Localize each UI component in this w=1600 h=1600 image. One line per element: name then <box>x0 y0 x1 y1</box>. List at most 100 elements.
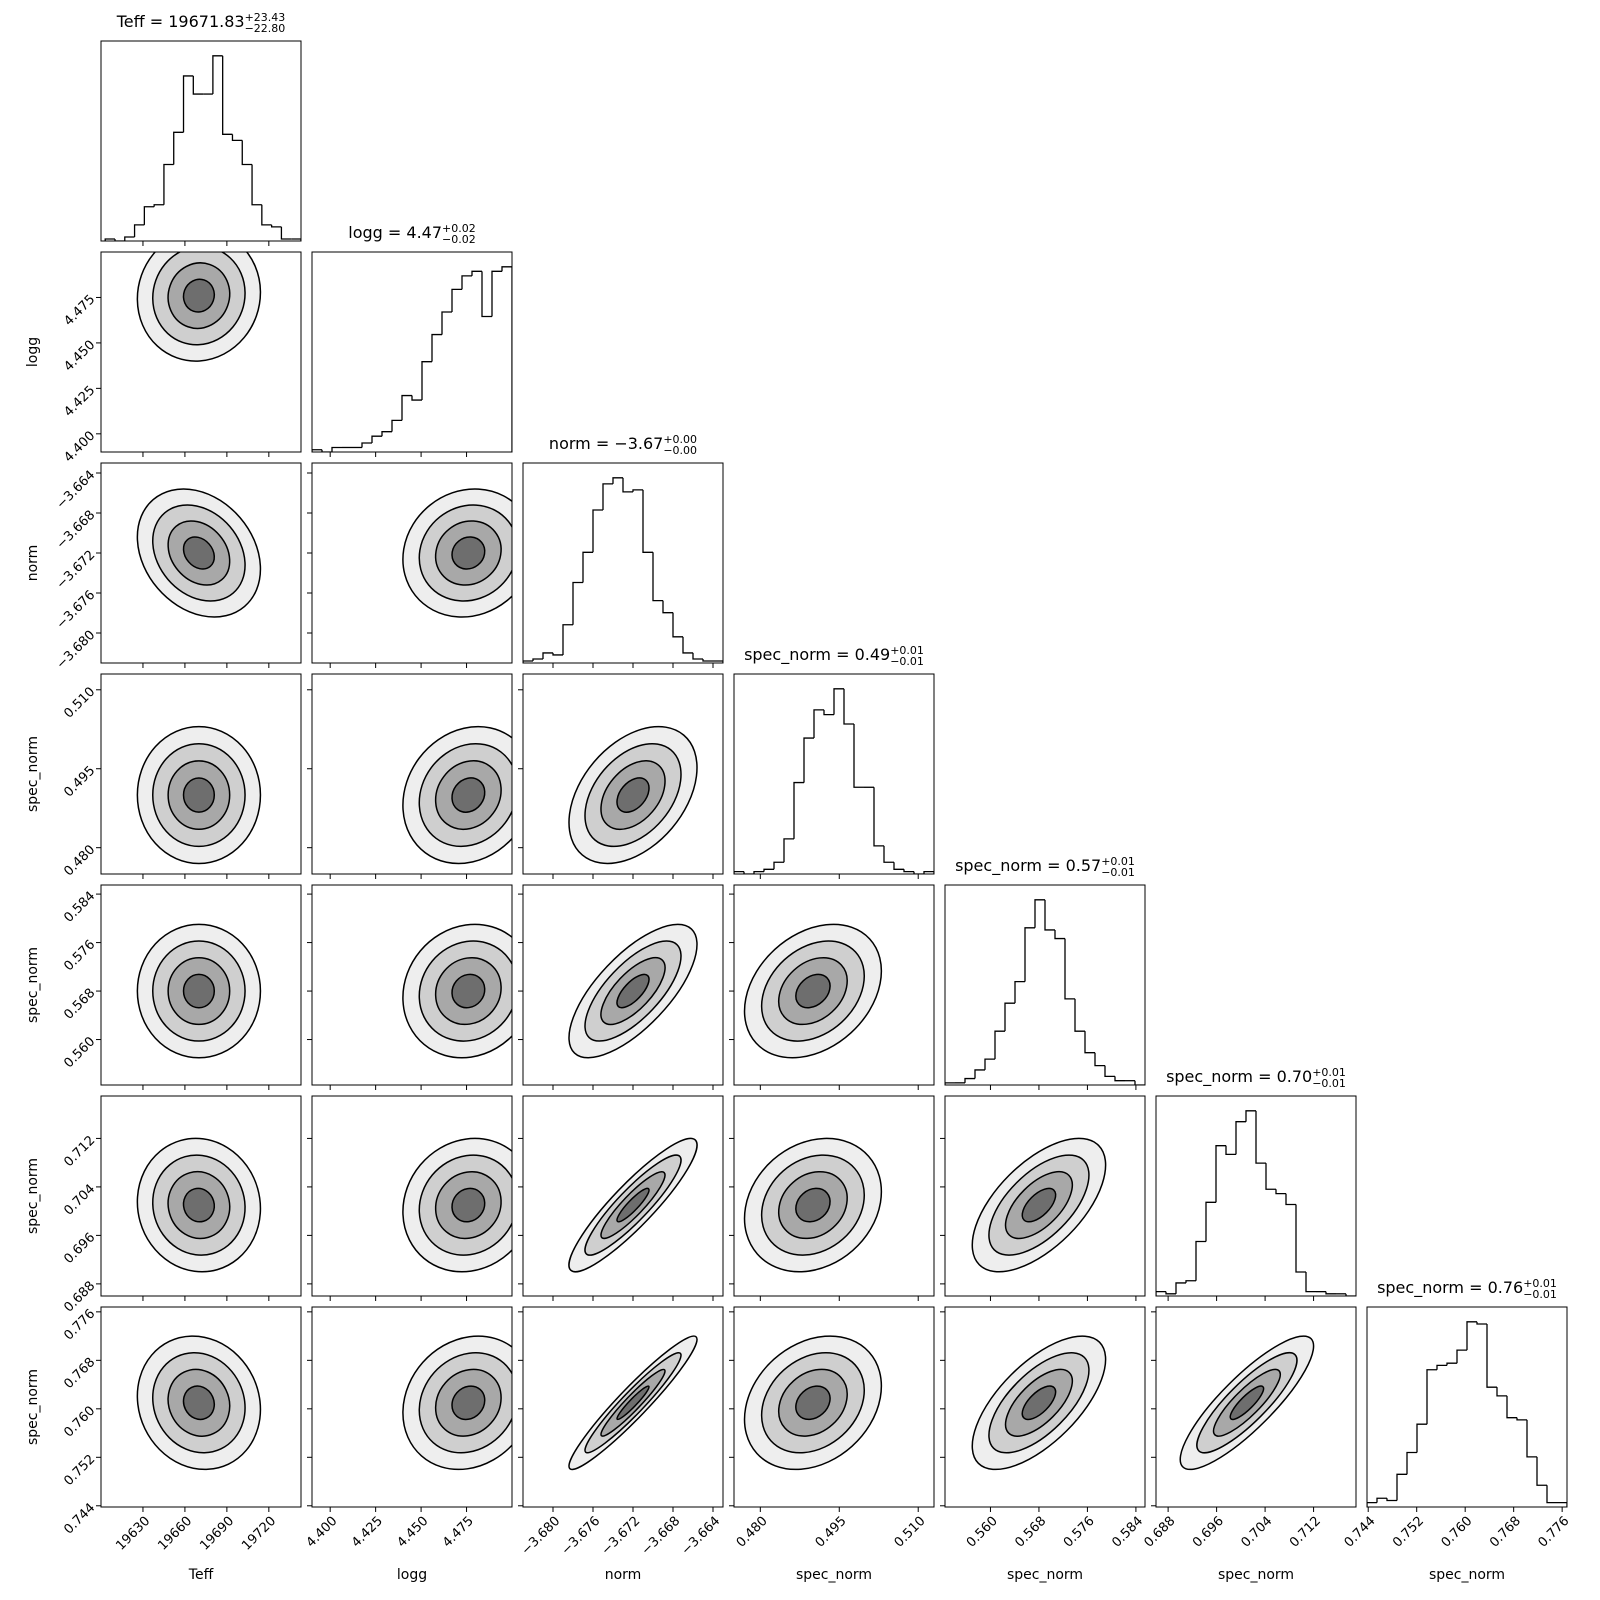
histogram-step <box>1376 1497 1387 1503</box>
title-upper: +0.01 <box>1101 855 1135 868</box>
panel-frame <box>100 1095 302 1297</box>
title-lower: −0.01 <box>1101 866 1135 879</box>
title-lower: −0.01 <box>1312 1077 1346 1090</box>
title-main: norm = −3.67 <box>549 434 663 453</box>
histogram-step <box>461 275 472 290</box>
y-tick-label: −3.664 <box>54 468 99 513</box>
x-tick-label: 0.576 <box>1061 1514 1098 1551</box>
density-contour <box>616 777 650 813</box>
x-tick-label: 19690 <box>197 1514 237 1554</box>
panel-frame <box>311 1095 513 1297</box>
histogram-step <box>523 660 533 663</box>
histogram-step <box>913 871 924 874</box>
histogram-step <box>803 737 814 783</box>
histogram-step <box>1255 1110 1266 1164</box>
title-lower: −22.80 <box>245 22 286 35</box>
density-contour <box>1021 1187 1057 1223</box>
density-contour <box>451 536 486 570</box>
y-tick-label: 4.400 <box>61 429 98 466</box>
y-tick-label: 0.584 <box>61 889 98 926</box>
histogram-step <box>582 551 593 583</box>
contour-panel <box>136 725 262 865</box>
panel-frame <box>733 1095 935 1297</box>
density-contour <box>1229 1385 1265 1421</box>
x-tick-label: 0.495 <box>813 1514 850 1551</box>
histogram-step <box>592 509 603 553</box>
panel-frame <box>100 1306 302 1508</box>
histogram-step <box>1486 1323 1497 1388</box>
histogram-step <box>1094 1052 1105 1067</box>
histogram-step <box>1496 1387 1507 1397</box>
panel-frame <box>311 884 513 1086</box>
x-tick-label: 0.776 <box>1536 1514 1573 1551</box>
y-tick-label: 0.712 <box>61 1133 98 1170</box>
density-contour <box>616 1187 650 1223</box>
contour-panel <box>743 1335 883 1471</box>
contour-panel <box>743 1137 883 1273</box>
y-tick-label: 0.696 <box>61 1230 98 1267</box>
histogram-step <box>1084 1031 1095 1054</box>
contour-panel <box>136 1137 262 1273</box>
x-axis-label: logg <box>397 1567 427 1583</box>
density-contour <box>795 1385 831 1421</box>
histogram-step <box>652 552 663 602</box>
y-tick-label: 0.688 <box>61 1279 98 1316</box>
y-tick-label: 4.450 <box>61 338 98 375</box>
density-contour <box>451 777 486 813</box>
histogram-step <box>222 55 233 135</box>
x-tick-label: 0.584 <box>1109 1514 1146 1551</box>
y-tick-label: 0.568 <box>61 986 98 1023</box>
title-main: spec_norm = 0.70 <box>1166 1067 1312 1087</box>
panel-frame <box>100 673 302 875</box>
x-tick-label: 0.752 <box>1390 1514 1427 1551</box>
density-contour <box>795 973 831 1009</box>
x-tick-label: 4.475 <box>440 1514 477 1551</box>
x-tick-label: 0.768 <box>1487 1514 1524 1551</box>
y-tick-label: 0.752 <box>61 1452 98 1489</box>
y-tick-label: −3.668 <box>54 508 99 553</box>
contour-panel <box>402 923 512 1059</box>
histogram-step <box>612 477 623 484</box>
x-axis-label: spec_norm <box>796 1567 872 1583</box>
histogram-step <box>1345 1293 1356 1296</box>
histogram-step <box>1205 1201 1216 1242</box>
panel-frame <box>100 40 302 242</box>
panel-frame <box>1366 1306 1568 1508</box>
panel-frame <box>944 1095 1146 1297</box>
histogram-step <box>974 1069 985 1079</box>
contour-panel <box>402 1137 512 1273</box>
panel-frame <box>522 1306 724 1508</box>
histogram-step <box>893 862 904 870</box>
histogram-panel <box>312 266 512 452</box>
histogram-step <box>501 266 512 452</box>
density-contour <box>616 1385 650 1421</box>
histogram-step <box>143 206 155 225</box>
histogram-step <box>1275 1189 1286 1195</box>
panel-title: spec_norm = 0.70+0.01 −0.01 <box>1166 1066 1346 1090</box>
contour-panel <box>568 923 698 1059</box>
density-contour <box>182 1385 216 1421</box>
histogram-step <box>1215 1145 1226 1203</box>
x-axis-label: spec_norm <box>1007 1567 1083 1583</box>
histogram-step <box>1024 927 1035 982</box>
histogram-step <box>312 449 322 452</box>
histogram-step <box>923 871 934 874</box>
histogram-step <box>1245 1110 1256 1122</box>
y-tick-label: −3.672 <box>54 548 99 593</box>
histogram-step <box>622 477 633 493</box>
x-tick-label: −3.664 <box>679 1514 724 1559</box>
histogram-step <box>793 781 804 839</box>
histogram-step <box>192 75 204 95</box>
histogram-step <box>532 658 543 661</box>
histogram-step <box>1156 1290 1166 1296</box>
x-tick-label: −3.668 <box>639 1514 684 1559</box>
x-tick-label: 0.760 <box>1439 1514 1476 1551</box>
histogram-step <box>441 311 452 335</box>
y-tick-label: 0.760 <box>61 1404 98 1441</box>
y-tick-label: 0.510 <box>61 684 98 721</box>
histogram-step <box>773 861 784 870</box>
histogram-step <box>270 224 282 228</box>
histogram-step <box>994 1030 1005 1060</box>
density-contour <box>451 1385 486 1421</box>
histogram-panel <box>523 477 723 663</box>
